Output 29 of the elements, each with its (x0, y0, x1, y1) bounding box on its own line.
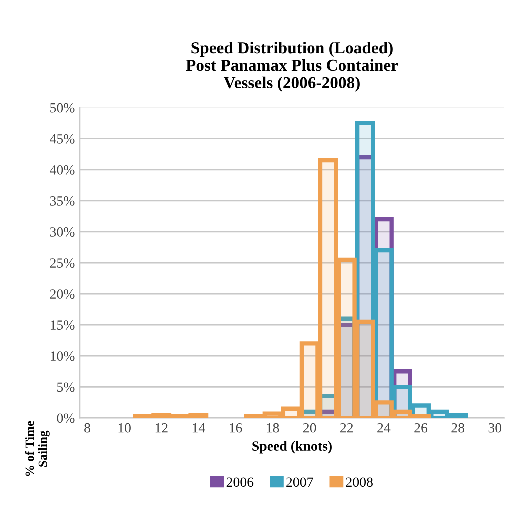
x-tick-label: 22 (340, 423, 354, 433)
y-tick-label: 30% (50, 228, 75, 237)
y-tick-label: 20% (50, 290, 75, 300)
x-tick-label: 16 (230, 423, 242, 433)
x-tick-label: 14 (192, 424, 206, 433)
y-axis-title: % of Time Sailing (25, 421, 50, 476)
x-tick-label: 18 (267, 423, 280, 433)
y-tick-label: 15% (50, 320, 75, 330)
x-tick-label: 24 (378, 423, 391, 433)
x-tick-label: 20 (304, 423, 316, 433)
chart-title: Speed Distribution (Loaded) Post Panamax Plus Container Vessels (2006-2008) (186, 42, 398, 92)
x-tick-label: 28 (452, 423, 464, 433)
x-tick-label: 26 (414, 423, 428, 433)
y-tick-label: 25% (50, 258, 75, 268)
y-tick-label: 10% (50, 352, 75, 362)
legend-label: 2007 (286, 478, 314, 488)
x-tick-label: 30 (488, 423, 502, 433)
y-tick-label: 40% (50, 165, 75, 175)
y-tick-label: 50% (50, 103, 75, 113)
x-tick-label: 10 (118, 423, 131, 433)
y-tick-label: 5% (58, 382, 75, 392)
y-tick-label: 35% (50, 196, 75, 206)
y-tick-label: 0% (57, 414, 75, 424)
x-tick-label: 8 (84, 423, 90, 433)
legend-label: 2008 (346, 478, 373, 488)
x-axis-title: Speed (knots) (252, 441, 332, 454)
y-tick-label: 45% (50, 134, 75, 144)
legend-label: 2006 (226, 478, 254, 488)
x-tick-label: 12 (156, 423, 168, 433)
